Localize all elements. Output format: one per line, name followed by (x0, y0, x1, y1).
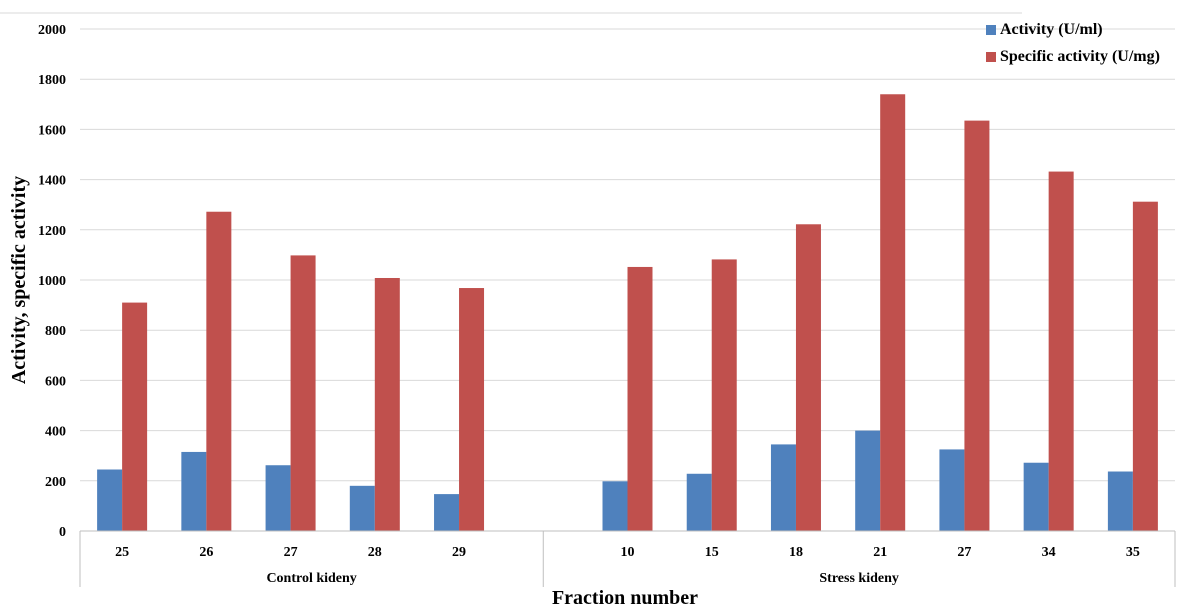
x-tick-label: 27 (957, 545, 971, 560)
legend: Activity (U/ml) Specific activity (U/mg) (986, 16, 1160, 70)
bar-activity (1107, 471, 1133, 531)
bar-specific-activity (290, 255, 316, 532)
x-tick-label: 21 (873, 545, 887, 560)
y-tick-label: 2000 (38, 23, 66, 38)
x-tick-label: 35 (1126, 545, 1140, 560)
bar-specific-activity (122, 302, 148, 531)
y-axis-title: Activity, specific activity (8, 176, 30, 384)
bar-specific-activity (1048, 171, 1074, 531)
bar-activity (939, 449, 965, 531)
bar-activity (855, 430, 881, 531)
y-tick-label: 1400 (38, 174, 66, 189)
y-axis-ticks: 0 200 400 600 800 1000 1200 1400 1600 1800 2000 (38, 23, 66, 540)
bar-activity (434, 494, 460, 531)
bar-specific-activity (627, 266, 653, 531)
legend-label-activity: Activity (U/ml) (1000, 20, 1103, 38)
y-tick-label: 0 (59, 525, 66, 540)
bar-specific-activity (459, 288, 485, 531)
y-tick-label: 1000 (38, 274, 66, 289)
y-tick-label: 1200 (38, 224, 66, 239)
x-tick-label: 25 (115, 545, 129, 560)
bar-specific-activity (374, 277, 400, 531)
bar-specific-activity (1132, 201, 1158, 532)
x-axis-title: Fraction number (552, 587, 698, 609)
y-tick-label: 1800 (38, 73, 66, 88)
x-axis: 25 26 27 28 29 10 15 18 21 27 34 35 Control kideny St… (79, 530, 1176, 587)
bar-specific-activity (880, 94, 906, 531)
bar-activity (265, 465, 291, 531)
legend-item-activity: Activity (U/ml) (986, 16, 1160, 43)
bar-activity (770, 444, 796, 531)
y-tick-label: 800 (45, 324, 66, 339)
bar-specific-activity (964, 120, 990, 532)
x-tick-label: 18 (789, 545, 803, 560)
gridlines (0, 12, 1175, 532)
bar-specific-activity (206, 211, 232, 531)
bar-activity (1023, 462, 1049, 531)
x-tick-label: 15 (705, 545, 719, 560)
x-tick-label: 29 (452, 545, 466, 560)
x-tick-label: 27 (284, 545, 298, 560)
legend-item-specific-activity: Specific activity (U/mg) (986, 43, 1160, 70)
bar-specific-activity (795, 224, 821, 531)
y-tick-label: 200 (45, 475, 66, 490)
y-tick-label: 600 (45, 374, 66, 389)
bar-activity (97, 469, 123, 531)
bar-activity (181, 451, 207, 531)
bar-activity (602, 481, 628, 531)
y-tick-label: 1600 (38, 123, 66, 138)
legend-label-specific-activity: Specific activity (U/mg) (1000, 47, 1160, 65)
x-tick-label: 10 (621, 545, 635, 560)
x-tick-label: 34 (1042, 545, 1056, 560)
y-tick-label: 400 (45, 425, 66, 440)
x-tick-label: 28 (368, 545, 382, 560)
bar-activity (349, 485, 375, 531)
x-tick-label: 26 (199, 545, 213, 560)
group-label: Stress kideny (819, 571, 898, 586)
legend-swatch-specific-activity (986, 51, 996, 62)
group-label: Control kideny (266, 571, 356, 586)
bars (97, 94, 1158, 532)
bar-specific-activity (711, 259, 737, 531)
legend-swatch-activity (986, 24, 996, 35)
bar-activity (686, 473, 712, 531)
